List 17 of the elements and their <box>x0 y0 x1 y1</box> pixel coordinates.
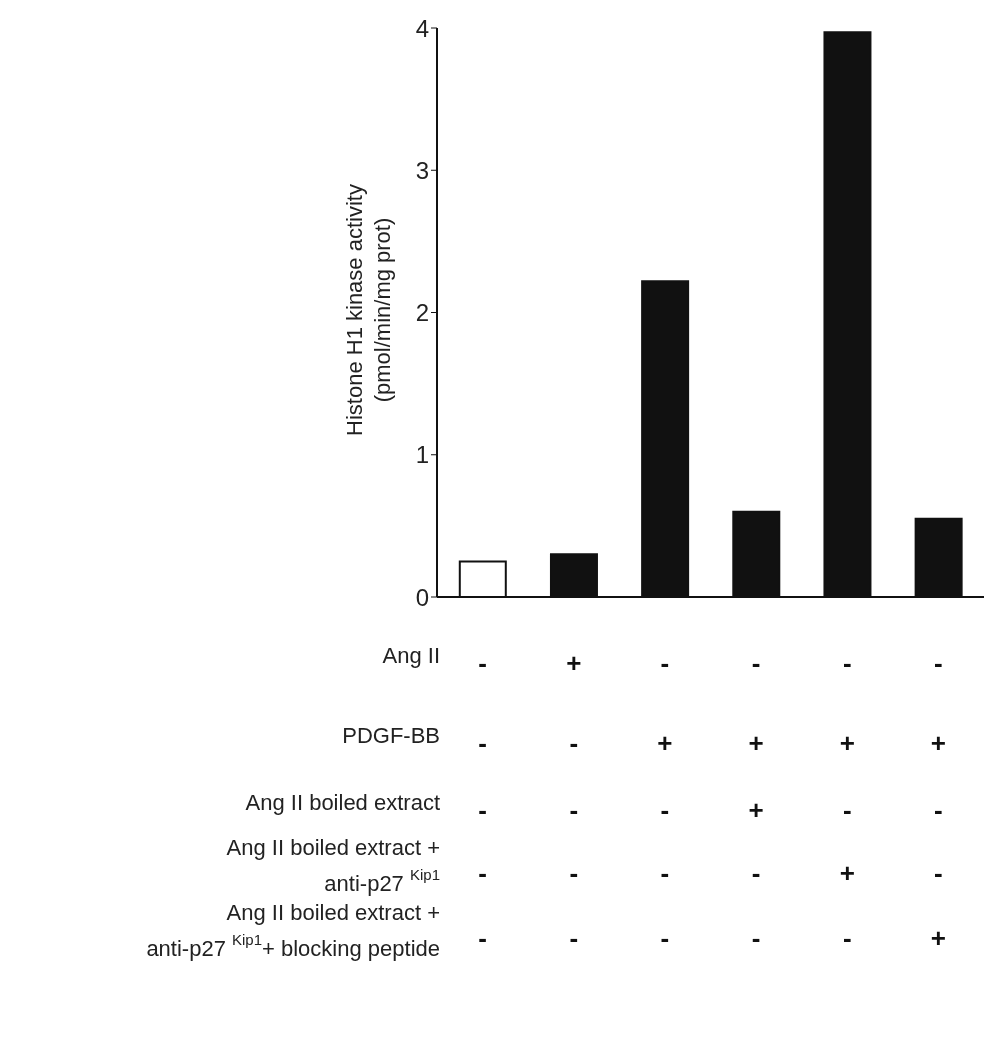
text: Ang II boiled extract <box>245 789 440 815</box>
category-label: - + + - - <box>748 647 764 953</box>
category-label: - + - - + <box>930 647 947 953</box>
text: PDGF-BB <box>342 722 440 748</box>
category-label: - - - - - <box>478 647 487 953</box>
category-label: + - - - - <box>566 647 582 953</box>
y-tick-label: 0 <box>415 583 429 611</box>
y-axis-title: Histone H1 kinase activity (pmol/min/mg prot) <box>342 184 395 436</box>
y-tick-label: 4 <box>415 14 429 42</box>
text: Ang II <box>382 642 440 668</box>
text: Ang II boiled extract + anti-p27 $^{Kip1}$ <box>226 834 440 896</box>
y-tick-label: 3 <box>415 156 429 184</box>
category-label: - + - - - <box>657 647 673 953</box>
text: Ang II boiled extract + anti-p27 $^{Kip1}$+ blocking peptide <box>146 899 440 961</box>
y-tick-label: 1 <box>415 441 429 469</box>
category-label: - + - + - <box>839 647 855 953</box>
y-tick-label: 2 <box>415 299 429 327</box>
